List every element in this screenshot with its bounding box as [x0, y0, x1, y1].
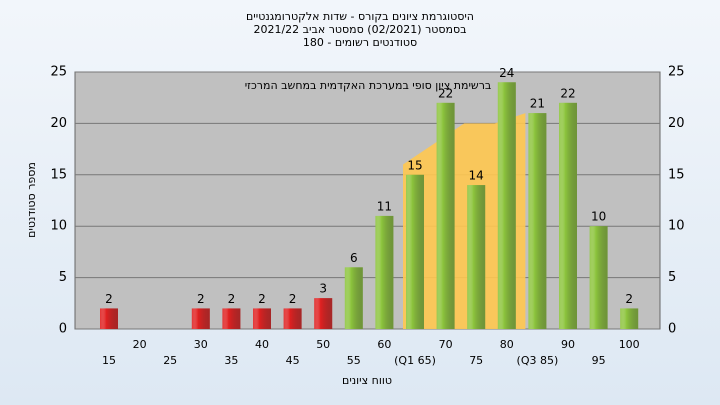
y-tick-label: 10: [50, 219, 67, 234]
x-tick-label: (Q1 65): [394, 354, 436, 367]
y-tick-label: 20: [50, 116, 67, 131]
x-tick-label: 75: [469, 354, 483, 367]
bar-shade: [467, 185, 486, 329]
y2-tick-label: 0: [668, 322, 676, 337]
x-tick-label: 50: [316, 338, 330, 351]
value-label: 2: [197, 292, 205, 306]
value-label: 2: [289, 292, 297, 306]
value-label: 24: [499, 66, 514, 80]
x-tick-label: 60: [377, 338, 391, 351]
bar-shade: [314, 298, 333, 329]
x-tick-label: 15: [102, 354, 116, 367]
y2-tick-label: 10: [668, 219, 685, 234]
bar-shade: [344, 267, 363, 329]
annotation: ברשימת ציון סופי במערכת האקדמית במחשב המ…: [245, 79, 492, 92]
value-label: 6: [350, 251, 358, 265]
bar-shade: [528, 113, 547, 330]
x-tick-label: 20: [133, 338, 147, 351]
y-axis-label: מספר סטודנטים: [25, 162, 38, 238]
x-tick-label: 95: [592, 354, 606, 367]
bar-shade: [222, 308, 241, 329]
area: [403, 113, 526, 330]
value-label: 22: [438, 86, 453, 100]
bar-shade: [191, 308, 210, 329]
value-label: 14: [469, 169, 484, 183]
bar-shade: [253, 308, 271, 329]
x-tick-label: 25: [163, 354, 177, 367]
value-label: 3: [319, 282, 327, 296]
x-axis-label: טווח ציונים: [342, 374, 392, 387]
chart-title: בסמסטר (02/2021) סמסטר אביב 2021/22: [253, 23, 466, 36]
value-label: 22: [560, 86, 575, 100]
bar-shade: [589, 226, 608, 329]
value-label: 15: [407, 158, 422, 172]
x-tick-label: 45: [286, 354, 300, 367]
x-tick-label: 70: [439, 338, 453, 351]
bar-shade: [100, 308, 118, 329]
value-label: 10: [591, 210, 606, 224]
value-label: 11: [377, 199, 392, 213]
x-tick-label: 30: [194, 338, 208, 351]
bar-shade: [559, 102, 577, 329]
y-tick-label: 5: [59, 270, 67, 285]
x-tick-label: 40: [255, 338, 269, 351]
y2-tick-label: 20: [668, 116, 685, 131]
bar-shade: [620, 308, 639, 329]
value-label: 2: [258, 292, 266, 306]
y2-tick-label: 25: [668, 65, 685, 80]
value-label: 2: [228, 292, 236, 306]
x-tick-label: 80: [500, 338, 514, 351]
value-label: 2: [625, 292, 633, 306]
x-tick-label: (Q3 85): [517, 354, 559, 367]
chart-title: היסטוגרמת ציונים בקורס - שדות אלקטרומגנט…: [246, 10, 474, 23]
y-tick-label: 25: [50, 65, 67, 80]
bar-shade: [283, 308, 302, 329]
y2-tick-label: 5: [668, 270, 676, 285]
bar-shade: [375, 215, 394, 329]
bar-shade: [497, 82, 516, 329]
y2-tick-label: 15: [668, 167, 685, 182]
value-label: 2: [105, 292, 113, 306]
value-label: 21: [530, 97, 545, 111]
x-tick-label: 100: [619, 338, 640, 351]
y-tick-label: 15: [50, 167, 67, 182]
bar-shade: [436, 102, 455, 329]
y-tick-label: 0: [59, 322, 67, 337]
x-tick-label: 35: [224, 354, 238, 367]
x-tick-label: 90: [561, 338, 575, 351]
x-tick-label: 55: [347, 354, 361, 367]
chart-title: סטודנטים רשומים - 180: [303, 36, 417, 49]
bar-shade: [406, 174, 424, 329]
